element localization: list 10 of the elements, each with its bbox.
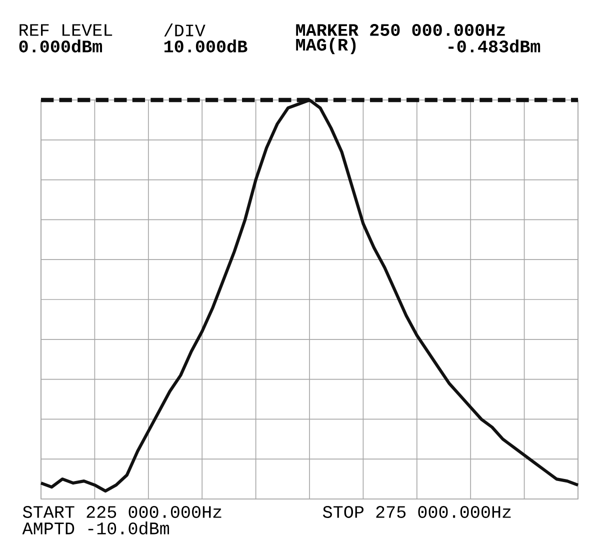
text: START 225 000.000Hz [22, 506, 222, 518]
text: AMPTD -10.0dBm [22, 522, 169, 534]
text: 10.000dB [164, 40, 248, 52]
text: 0.000dBm [19, 40, 102, 52]
text: REF LEVEL [20, 24, 112, 36]
text: -0.483dBm [448, 40, 540, 52]
text: MARKER 250 000.000Hz [296, 24, 505, 36]
text: MAG(R) [296, 38, 356, 54]
text: STOP 275 000.000Hz [322, 506, 511, 518]
text: /DIV [164, 24, 206, 36]
